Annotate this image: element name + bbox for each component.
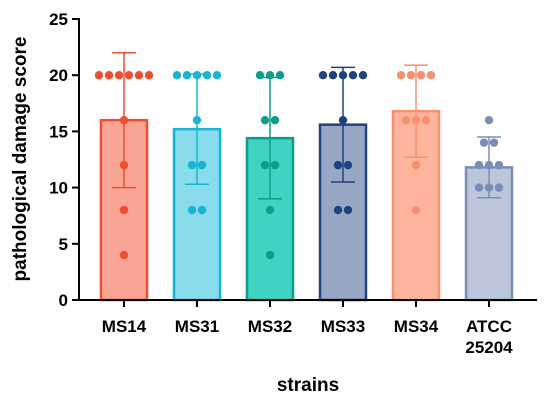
data-point (202, 71, 212, 80)
data-point (401, 115, 411, 125)
data-point (411, 115, 421, 125)
data-point (260, 160, 270, 170)
data-point (411, 205, 421, 215)
data-point (494, 160, 504, 170)
data-point (119, 115, 129, 125)
data-point (94, 71, 104, 80)
data-point (328, 71, 338, 80)
data-point (474, 183, 484, 192)
y-tick-label: 25 (49, 10, 68, 29)
data-point (484, 115, 494, 125)
data-point (119, 160, 129, 170)
data-point (124, 71, 134, 80)
data-point (333, 160, 343, 170)
data-point (358, 71, 368, 80)
data-point (484, 160, 494, 170)
data-point (192, 71, 202, 80)
y-tick-label: 15 (49, 122, 68, 141)
y-tick-label: 0 (59, 291, 68, 310)
x-tick-label: 25204 (465, 338, 513, 357)
data-point (484, 183, 494, 192)
data-point (275, 71, 285, 80)
data-point (144, 71, 154, 80)
data-point (192, 115, 202, 125)
data-point (489, 138, 499, 147)
data-point (134, 71, 144, 80)
axes-layer (78, 18, 537, 301)
y-tick-label: 5 (59, 235, 68, 254)
data-point (260, 115, 270, 125)
data-point (212, 71, 222, 80)
x-tick-label: ATCC (466, 317, 512, 336)
data-point (426, 71, 436, 80)
data-point (187, 160, 197, 170)
points-layer (94, 71, 504, 260)
data-point (270, 160, 280, 170)
data-point (172, 71, 182, 80)
bars-layer (99, 109, 514, 302)
data-point (265, 205, 275, 215)
error-bars-layer (112, 51, 501, 200)
data-point (343, 205, 353, 215)
x-axis-title: strains (277, 375, 339, 396)
x-tick-label: MS14 (102, 317, 147, 336)
data-point (265, 71, 275, 80)
data-point (318, 71, 328, 80)
data-point (338, 71, 348, 80)
data-point (406, 71, 416, 80)
data-point (416, 71, 426, 80)
data-point (474, 160, 484, 170)
data-point (411, 160, 421, 170)
data-point (333, 205, 343, 215)
x-tick-label: MS34 (394, 317, 439, 336)
data-point (119, 205, 129, 215)
data-point (343, 160, 353, 170)
x-tick-label: MS33 (321, 317, 365, 336)
bar (318, 123, 368, 302)
x-tick-label: MS31 (175, 317, 219, 336)
x-tick-label: MS32 (248, 317, 292, 336)
data-point (479, 138, 489, 147)
data-point (270, 115, 280, 125)
y-tick-label: 20 (49, 66, 68, 85)
data-point (114, 71, 124, 80)
data-point (421, 115, 431, 125)
ticks-layer: 0 5 10 15 20 25 MS14 MS31 MS32 MS33 MS34 ATCC 25204 (49, 10, 513, 357)
data-point (187, 205, 197, 215)
data-point (197, 205, 207, 215)
data-point (197, 160, 207, 170)
y-tick-label: 10 (49, 179, 68, 198)
data-point (119, 250, 129, 260)
data-point (348, 71, 358, 80)
data-point (255, 71, 265, 80)
data-point (104, 71, 114, 80)
data-point (338, 115, 348, 125)
data-point (265, 250, 275, 260)
data-point (494, 183, 504, 192)
data-point (396, 71, 406, 80)
y-axis-title: pathological damage score (10, 37, 31, 282)
data-point (182, 71, 192, 80)
